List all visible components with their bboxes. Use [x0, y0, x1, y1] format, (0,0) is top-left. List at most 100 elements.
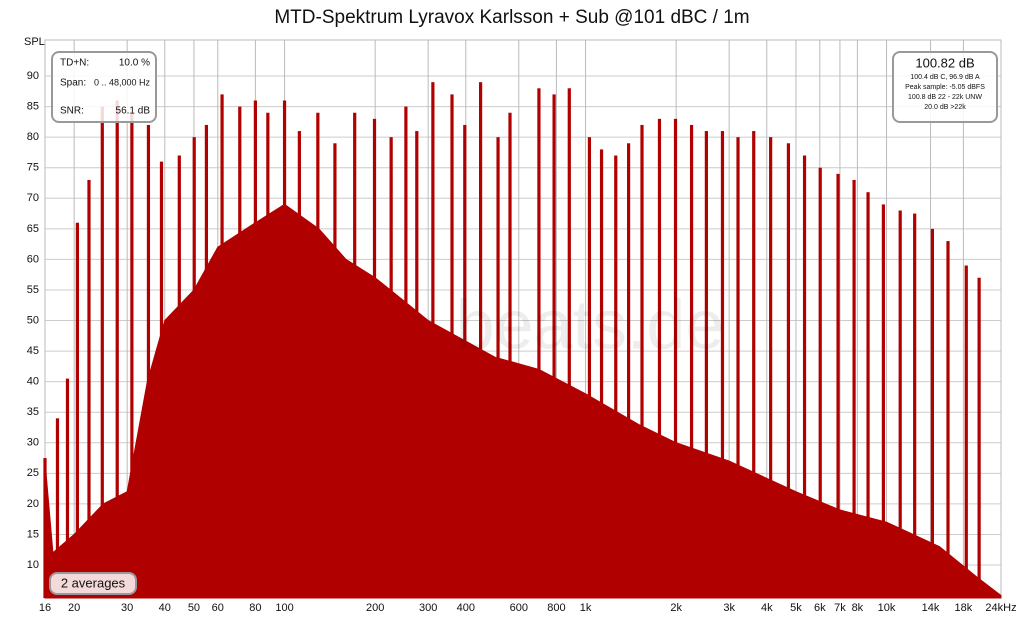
y-tick-label: 10: [27, 559, 39, 571]
tone-peak: [192, 137, 196, 599]
tone-peak: [478, 82, 483, 598]
plot: [43, 39, 1002, 599]
x-tick-label: 16: [39, 602, 51, 614]
tone-peak: [881, 204, 885, 598]
y-tick-label: 25: [27, 467, 39, 479]
stat-value: 10.0 %: [119, 58, 150, 69]
x-tick-label: 80: [249, 602, 261, 614]
box: [49, 572, 137, 595]
tone-peak: [587, 137, 592, 599]
tone-peak: [852, 179, 856, 598]
y-tick-label: 35: [27, 406, 39, 418]
tone-peak: [786, 143, 791, 598]
x-tick-label: 2k: [670, 602, 682, 614]
stat-value: 0 .. 48,000 Hz: [94, 77, 151, 87]
tone-peak: [977, 277, 981, 598]
x-tick-label: 50: [188, 602, 200, 614]
tone-peak: [964, 265, 968, 598]
averages-box: 2 averages: [49, 572, 137, 595]
tone-peak: [130, 112, 134, 598]
chart-title: MTD-Spektrum Lyravox Karlsson + Sub @101…: [274, 7, 749, 28]
tone-peak: [333, 143, 337, 598]
tone-peak: [75, 222, 79, 598]
x-tick-label: 7k: [834, 602, 846, 614]
stat-line: 20.0 dB >22k: [924, 104, 966, 111]
tone-peak: [657, 118, 662, 598]
x-tick-label: 5k: [790, 602, 802, 614]
y-tick-label: 85: [27, 101, 39, 113]
x-tick-label: 20: [68, 602, 80, 614]
tone-peak: [640, 124, 644, 598]
x-tick-label: 4k: [761, 602, 773, 614]
y-tick-label: 80: [27, 131, 39, 143]
tone-peak: [87, 179, 91, 598]
y-tick-label: 75: [27, 162, 39, 174]
tone-peak: [146, 124, 151, 598]
tone-peak: [689, 124, 694, 598]
tone-peak: [100, 106, 104, 599]
stat-value: 56.1 dB: [116, 106, 151, 117]
tone-peak: [463, 124, 467, 598]
tone-peak: [415, 131, 419, 598]
y-tick-label: 20: [27, 498, 39, 510]
stat-headline: 100.82 dB: [915, 55, 974, 70]
x-tick-label: 3k: [723, 602, 735, 614]
tone-peak: [537, 88, 541, 598]
tone-peak: [802, 155, 807, 598]
stats-right-box: 100.82 dB 100.4 dB C, 96.9 dB A Peak sam…: [892, 51, 998, 123]
tone-peak: [567, 88, 571, 598]
tone-peak: [159, 161, 164, 598]
tone-peak: [266, 112, 270, 598]
tone-peak: [720, 131, 725, 598]
tone-peak: [450, 94, 454, 599]
x-tick-label: 300: [419, 602, 437, 614]
tone-peak: [55, 418, 60, 598]
tone-peak: [913, 213, 917, 599]
tone-peak: [946, 241, 950, 599]
tone-peak: [389, 137, 393, 599]
tone-peak: [736, 137, 740, 599]
tone-peak: [866, 192, 870, 598]
tone-peak: [238, 106, 242, 599]
tone-peak: [404, 106, 408, 599]
tone-peak: [818, 167, 822, 599]
tone-peak: [297, 131, 301, 598]
y-tick-label: 50: [27, 314, 39, 326]
tone-peak: [115, 100, 119, 598]
x-tick-label: 18k: [955, 602, 973, 614]
tone-peak: [282, 100, 287, 598]
x-tick-label: 40: [159, 602, 171, 614]
tone-peak: [898, 210, 902, 599]
x-tick-label: 60: [212, 602, 224, 614]
tone-peak: [65, 378, 70, 598]
stats-left-box: TD+N: 10.0 % Span: 0 .. 48,000 Hz SNR: 5…: [51, 51, 157, 123]
tone-peak: [552, 94, 556, 599]
y-tick-label: 65: [27, 223, 39, 235]
y-tick-label: 45: [27, 345, 39, 357]
x-tick-label: 10k: [878, 602, 896, 614]
box: [892, 51, 998, 123]
x-tick-label: 100: [275, 602, 293, 614]
tone-peak: [508, 112, 512, 598]
stat-line: 100.4 dB C, 96.9 dB A: [910, 74, 980, 81]
x-tick-label: 30: [121, 602, 133, 614]
tone-peak: [316, 112, 320, 598]
y-axis-label: SPL: [24, 36, 45, 48]
y-tick-label: 90: [27, 70, 39, 82]
tone-peak: [372, 118, 377, 598]
tone-peak: [627, 143, 631, 598]
watermark: beats.de: [456, 285, 725, 363]
tone-peak: [496, 137, 500, 599]
stat-line: Peak sample: -5.05 dBFS: [905, 84, 985, 91]
y-tick-label: 70: [27, 192, 39, 204]
tone-peak: [836, 173, 840, 598]
stat-label: SNR:: [60, 106, 84, 117]
y-tick-label: 40: [27, 376, 39, 388]
x-tick-label: 14k: [922, 602, 940, 614]
averages-label: 2 averages: [61, 575, 126, 590]
x-tick-label: 1k: [580, 602, 592, 614]
tone-peak: [930, 228, 934, 598]
y-tick-label: 15: [27, 528, 39, 540]
tone-peak: [673, 118, 678, 598]
